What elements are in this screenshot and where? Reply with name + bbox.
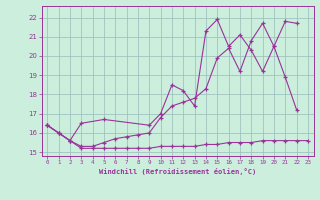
X-axis label: Windchill (Refroidissement éolien,°C): Windchill (Refroidissement éolien,°C) [99, 168, 256, 175]
